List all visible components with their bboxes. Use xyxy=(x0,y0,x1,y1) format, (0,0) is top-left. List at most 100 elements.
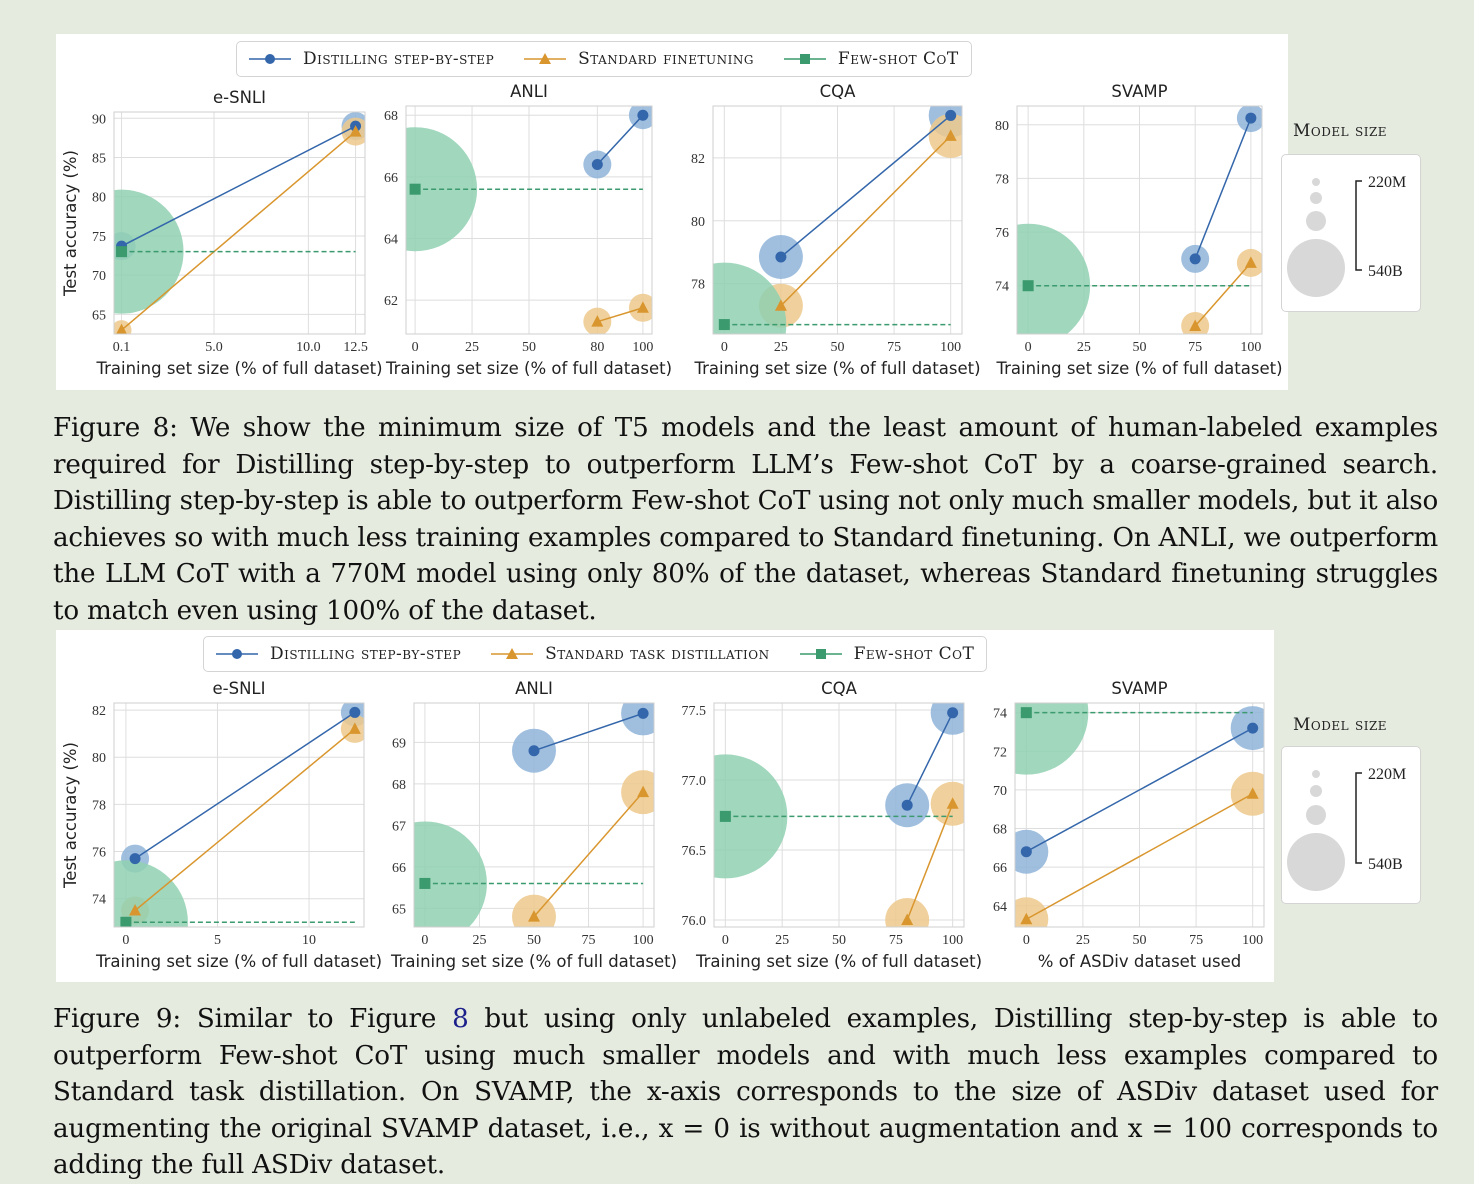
series-line xyxy=(1025,727,1254,853)
legend-item-distill: Distilling step-by-step xyxy=(216,644,461,664)
figure-8-caption: Figure 8: We show the minimum size of T5… xyxy=(53,413,1439,626)
plot-frame xyxy=(713,702,965,928)
y-tick-label: 64 xyxy=(384,232,398,247)
x-tick-label: 0 xyxy=(1023,933,1030,948)
plot-frame xyxy=(712,105,963,335)
y-tick-label: 68 xyxy=(993,823,1007,838)
legend-item-fewshot: Few-shot CoT xyxy=(799,644,975,664)
series-line xyxy=(780,135,952,307)
y-tick-label: 62 xyxy=(384,294,398,309)
chart-svamp: 0 25 50 75 100 74 76 78 80 SVAMP Training set size… xyxy=(995,82,1283,378)
x-axis-label: % of ASDiv dataset used xyxy=(1038,952,1241,971)
y-tick-label: 76.0 xyxy=(682,914,707,929)
legend-item-standard: Standard finetuning xyxy=(524,49,754,69)
legend-item-distill: Distilling step-by-step xyxy=(249,49,494,69)
plot-area xyxy=(1017,106,1262,334)
data-point-circle xyxy=(775,251,787,263)
x-tick-label: 75 xyxy=(887,340,901,355)
data-point-triangle xyxy=(1020,912,1033,925)
x-tick-label: 10 xyxy=(302,933,316,948)
x-tick-label: 50 xyxy=(522,340,536,355)
x-tick-label: 0 xyxy=(1025,340,1032,355)
size-bracket xyxy=(1355,772,1362,864)
data-point-triangle xyxy=(116,323,127,334)
size-dot-3 xyxy=(1306,211,1326,231)
size-bubble xyxy=(928,113,962,158)
data-point-square xyxy=(1020,707,1032,719)
x-tick-label: 100 xyxy=(1242,933,1263,948)
y-tick-label: 65 xyxy=(392,902,406,917)
x-axis-label: Training set size (% of full dataset) xyxy=(385,359,672,378)
x-axis-label: Training set size (% of full dataset) xyxy=(95,952,382,971)
data-point-circle xyxy=(901,799,913,811)
y-tick-label: 76 xyxy=(92,846,106,861)
size-bubble xyxy=(885,898,930,927)
data-point-triangle xyxy=(348,722,361,734)
data-point-circle xyxy=(1020,846,1032,858)
x-tick-label: 0 xyxy=(421,933,428,948)
size-bubble xyxy=(1017,223,1091,334)
data-point-triangle xyxy=(636,301,649,313)
series-line xyxy=(121,125,356,247)
data-point-circle xyxy=(1189,253,1201,265)
y-tick-label: 80 xyxy=(92,191,106,206)
legend-square-marker-icon xyxy=(799,649,842,659)
chart-esnli: 0.1 5.0 10.0 12.5 65 70 75 80 85 90 e-SNLI Training… xyxy=(61,88,383,378)
series-line xyxy=(1194,262,1252,327)
chart-title: ANLI xyxy=(510,82,548,101)
y-tick-label: 77.0 xyxy=(682,774,707,789)
x-tick-label: 0.1 xyxy=(113,340,131,355)
x-axis-label: Training set size (% of full dataset) xyxy=(390,952,677,971)
x-tick-label: 0 xyxy=(721,340,728,355)
data-point-triangle xyxy=(1244,256,1257,268)
size-bubble xyxy=(713,262,787,334)
series-line xyxy=(1194,117,1252,260)
y-tick-label: 74 xyxy=(995,280,1009,295)
x-tick-label: 50 xyxy=(831,340,845,355)
data-point-triangle xyxy=(774,299,787,311)
plot-area xyxy=(1015,703,1264,927)
x-tick-label: 75 xyxy=(1189,933,1203,948)
x-tick-label: 0 xyxy=(412,340,419,355)
series-line xyxy=(121,131,357,331)
legend-square-marker-icon xyxy=(783,54,826,64)
y-tick-label: 80 xyxy=(995,119,1009,134)
x-tick-label: 25 xyxy=(465,340,479,355)
x-tick-label: 5.0 xyxy=(205,340,223,355)
series-line xyxy=(1025,793,1254,920)
x-tick-label: 10.0 xyxy=(296,340,321,355)
plot-frame xyxy=(1014,702,1265,928)
data-point-circle xyxy=(1247,722,1259,734)
x-tick-label: 25 xyxy=(472,933,486,948)
data-point-square xyxy=(1022,280,1034,292)
plot-frame xyxy=(113,702,365,928)
x-tick-label: 25 xyxy=(775,933,789,948)
size-dot-3 xyxy=(1306,805,1326,825)
y-tick-label: 69 xyxy=(392,736,406,751)
data-point-triangle xyxy=(944,129,957,141)
legend-label: Distilling step-by-step xyxy=(303,49,495,69)
x-tick-label: 75 xyxy=(889,933,903,948)
legend-item-standard: Standard task distillation xyxy=(491,644,769,664)
x-tick-label: 5 xyxy=(214,933,221,948)
legend-triangle-marker-icon xyxy=(491,648,534,659)
y-tick-label: 67 xyxy=(392,819,406,834)
x-axis-label: Training set size (% of full dataset) xyxy=(995,359,1282,378)
plot-area xyxy=(114,112,365,334)
size-bubble xyxy=(1015,703,1089,775)
data-point-circle xyxy=(945,109,957,121)
y-tick-label: 80 xyxy=(691,215,705,230)
figure-reference-link[interactable]: 8 xyxy=(452,1004,469,1034)
chart-title: CQA xyxy=(821,679,858,698)
chart-cqa: 0 25 50 75 100 76.0 76.5 77.0 77.5 CQA Training se… xyxy=(682,679,983,971)
model-size-legend: 220M 540B xyxy=(1281,154,1421,312)
size-dot-4 xyxy=(1287,833,1345,891)
chart-title: e-SNLI xyxy=(213,679,266,698)
y-tick-label: 76.5 xyxy=(682,844,707,859)
size-dot-2 xyxy=(1310,192,1322,204)
x-tick-label: 75 xyxy=(582,933,596,948)
legend-circle-marker-icon xyxy=(249,54,291,64)
data-point-square xyxy=(719,810,731,822)
x-tick-label: 100 xyxy=(940,340,961,355)
model-size-legend: 220M 540B xyxy=(1281,746,1421,904)
